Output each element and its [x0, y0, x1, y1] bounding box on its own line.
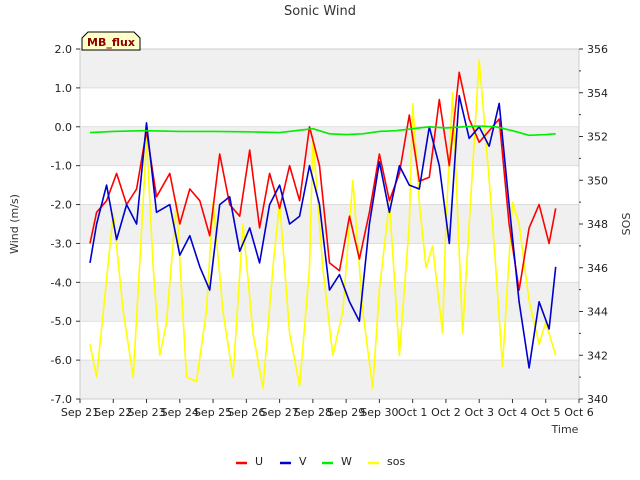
- series-line-u: [89, 71, 557, 291]
- y-tick-label: -5.0: [51, 315, 72, 328]
- chart-title: Sonic Wind: [284, 4, 356, 19]
- grid-band: [80, 49, 579, 88]
- x-tick-label: Sep 26: [227, 406, 265, 419]
- x-tick-label: Sep 21: [61, 406, 99, 419]
- y-tick-label: -3.0: [51, 237, 72, 250]
- series-line-sos: [89, 59, 557, 389]
- y2-tick-label: 342: [587, 349, 608, 362]
- y-tick-label: 0.0: [55, 121, 73, 134]
- legend-label-w: W: [341, 455, 352, 468]
- x-tick-label: Oct 4: [498, 406, 528, 419]
- y-axis-label: Wind (m/s): [8, 194, 21, 254]
- x-tick-label: Oct 1: [398, 406, 428, 419]
- legend-label-v: V: [299, 455, 307, 468]
- grid-band: [80, 360, 579, 399]
- y2-tick-label: 352: [587, 131, 608, 144]
- y2-tick-label: 348: [587, 218, 608, 231]
- y-tick-label: -4.0: [51, 276, 72, 289]
- x-tick-label: Sep 28: [294, 406, 332, 419]
- x-tick-label: Sep 27: [260, 406, 298, 419]
- x-tick-label: Sep 29: [327, 406, 365, 419]
- x-tick-label: Sep 30: [360, 406, 398, 419]
- x-tick-label: Sep 23: [127, 406, 165, 419]
- x-tick-label: Oct 5: [531, 406, 561, 419]
- x-tick-label: Oct 3: [464, 406, 494, 419]
- y-tick-label: -1.0: [51, 160, 72, 173]
- badge: MB_flux: [81, 31, 141, 51]
- y2-tick-label: 340: [587, 393, 608, 406]
- y-tick-label: -2.0: [51, 199, 72, 212]
- y-tick-label: 1.0: [55, 82, 73, 95]
- legend-label-sos: sos: [387, 455, 405, 468]
- legend-label-u: U: [255, 455, 263, 468]
- y2-axis-label: SOS: [620, 213, 633, 236]
- series-line-w: [89, 125, 556, 137]
- grid-band: [80, 204, 579, 244]
- x-tick-label: Sep 24: [161, 406, 199, 419]
- badge-box: [81, 31, 141, 51]
- y-tick-label: 2.0: [55, 43, 73, 56]
- series-line-v: [89, 94, 557, 369]
- y2-tick-label: 356: [587, 43, 608, 56]
- x-axis-label: Time: [551, 423, 579, 436]
- y2-tick-label: 344: [587, 306, 608, 319]
- x-tick-label: Oct 2: [431, 406, 461, 419]
- y2-tick-label: 354: [587, 87, 608, 100]
- y-tick-label: -6.0: [51, 354, 72, 367]
- badge-label: MB_flux: [87, 36, 135, 49]
- y2-tick-label: 346: [587, 262, 608, 275]
- y-tick-label: -7.0: [51, 393, 72, 406]
- y2-tick-label: 350: [587, 174, 608, 187]
- x-tick-label: Sep 25: [194, 406, 232, 419]
- x-tick-label: Oct 6: [564, 406, 594, 419]
- x-tick-label: Sep 22: [94, 406, 132, 419]
